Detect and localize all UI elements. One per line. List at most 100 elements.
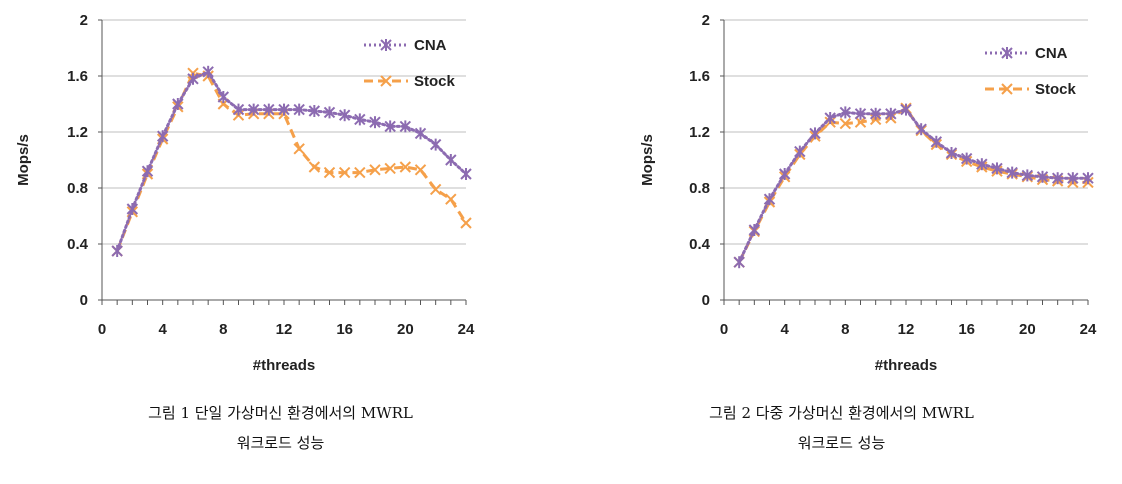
x-tick-label: 12 (898, 321, 915, 338)
data-point (126, 203, 139, 215)
data-point (460, 168, 472, 180)
data-point (429, 138, 442, 151)
y-axis-label: Mops/s (15, 134, 32, 186)
data-point (869, 107, 882, 120)
y-tick-label: 0 (702, 292, 710, 309)
data-point (384, 162, 396, 175)
data-point (991, 162, 1003, 175)
data-point (839, 117, 852, 130)
y-tick-label: 0.8 (67, 180, 88, 197)
series-line-stock (115, 71, 468, 252)
series-markers-cna (111, 65, 472, 257)
data-point (293, 143, 305, 155)
data-point (960, 152, 973, 165)
y-tick-label: 2 (702, 12, 710, 29)
data-point (733, 256, 745, 269)
legend: CNA Stock (364, 37, 456, 90)
caption-line-1: 그림 1 단일 가상머신 환경에서의 MWRL (148, 404, 413, 422)
series-markers-stock (111, 67, 472, 257)
data-point (338, 166, 351, 179)
data-point (323, 106, 336, 119)
legend-marker-cna (380, 39, 392, 51)
data-point (429, 183, 442, 196)
y-tick-label: 1.2 (689, 124, 710, 141)
y-tick-label: 0.4 (689, 236, 711, 253)
data-point (930, 135, 943, 148)
data-point (323, 166, 336, 179)
data-point (1067, 172, 1079, 185)
data-point (976, 158, 988, 171)
data-point (414, 164, 427, 176)
data-point (293, 103, 305, 116)
data-point (369, 164, 381, 176)
x-tick-label: 20 (397, 321, 414, 338)
x-axis-ticks (720, 19, 1089, 305)
x-tick-label: 12 (276, 321, 293, 338)
data-point (111, 245, 123, 257)
x-tick-label: 8 (841, 321, 849, 338)
data-point (763, 193, 776, 206)
y-tick-label: 1.6 (67, 68, 88, 85)
data-point (247, 103, 260, 116)
data-point (399, 120, 412, 133)
series-markers-cna (733, 103, 1094, 269)
chart-multi-vm: 00.40.81.21.620 4 8 12 16 20 24#threadsMops/sC… (639, 12, 1097, 374)
series-line-cna (115, 69, 468, 253)
data-point (945, 147, 958, 159)
data-point (794, 145, 806, 158)
data-point (354, 166, 366, 179)
data-point (414, 127, 427, 140)
data-point (460, 217, 472, 229)
data-point (308, 161, 321, 173)
data-point (1006, 166, 1018, 179)
data-point (308, 105, 321, 117)
y-tick-label: 1.2 (67, 124, 88, 141)
x-tick-label: 24 (1080, 321, 1097, 338)
y-tick-label: 0 (80, 292, 88, 309)
legend-label-stock: Stock (414, 73, 456, 90)
y-tick-label: 1.6 (689, 68, 710, 85)
data-point (1082, 172, 1094, 185)
data-point (445, 154, 457, 166)
y-tick-label: 0.8 (689, 180, 710, 197)
chart-single-vm: 00.40.81.21.620 4 8 12 16 20 24#threadsMops/sC… (15, 12, 475, 374)
caption-line-2: 워크로드 성능 (797, 434, 886, 452)
legend-label-stock: Stock (1035, 81, 1077, 98)
x-axis-ticks (98, 19, 467, 305)
data-point (338, 109, 351, 122)
data-point (1036, 170, 1049, 183)
y-tick-label: 2 (80, 12, 88, 29)
data-point (263, 103, 275, 116)
caption-figure-2: 그림 2 다중 가상머신 환경에서의 MWRL 워크로드 성능 (561, 398, 1122, 458)
caption-line-1: 그림 2 다중 가상머신 환경에서의 MWRL (709, 404, 974, 422)
x-tick-label: 16 (336, 321, 353, 338)
data-point (885, 107, 897, 120)
x-tick-label: 24 (458, 321, 475, 338)
data-point (202, 65, 214, 78)
legend: CNA Stock (985, 45, 1077, 98)
legend-marker-stock (1001, 83, 1013, 95)
data-point (915, 123, 927, 136)
x-tick-label: 20 (1019, 321, 1036, 338)
caption-line-2: 워크로드 성능 (236, 434, 325, 452)
data-point (384, 120, 396, 133)
x-tick-label: 4 (780, 321, 789, 338)
data-point (1051, 172, 1064, 185)
series-markers-stock (733, 102, 1094, 268)
x-tick-label: 0 (98, 321, 106, 338)
data-point (824, 112, 836, 124)
data-point (854, 107, 867, 120)
x-axis-label: #threads (875, 357, 938, 374)
data-point (172, 98, 184, 110)
data-point (778, 168, 791, 180)
gridlines (724, 19, 1088, 245)
x-tick-label: 8 (219, 321, 227, 338)
data-point (900, 103, 912, 116)
x-axis-label: #threads (253, 357, 316, 374)
figure-1: 0 0.4 0.8 1.2 1.6 2 0 4 8 12 16 20 24 #threads Mops/s C… (0, 12, 561, 458)
x-tick-label: 0 (720, 321, 728, 338)
y-axis-label: Mops/s (639, 134, 656, 186)
data-point (854, 116, 867, 128)
legend-label-cna: CNA (1035, 45, 1068, 62)
caption-figure-1: 그림 1 단일 가상머신 환경에서의 MWRL 워크로드 성능 (0, 398, 561, 458)
